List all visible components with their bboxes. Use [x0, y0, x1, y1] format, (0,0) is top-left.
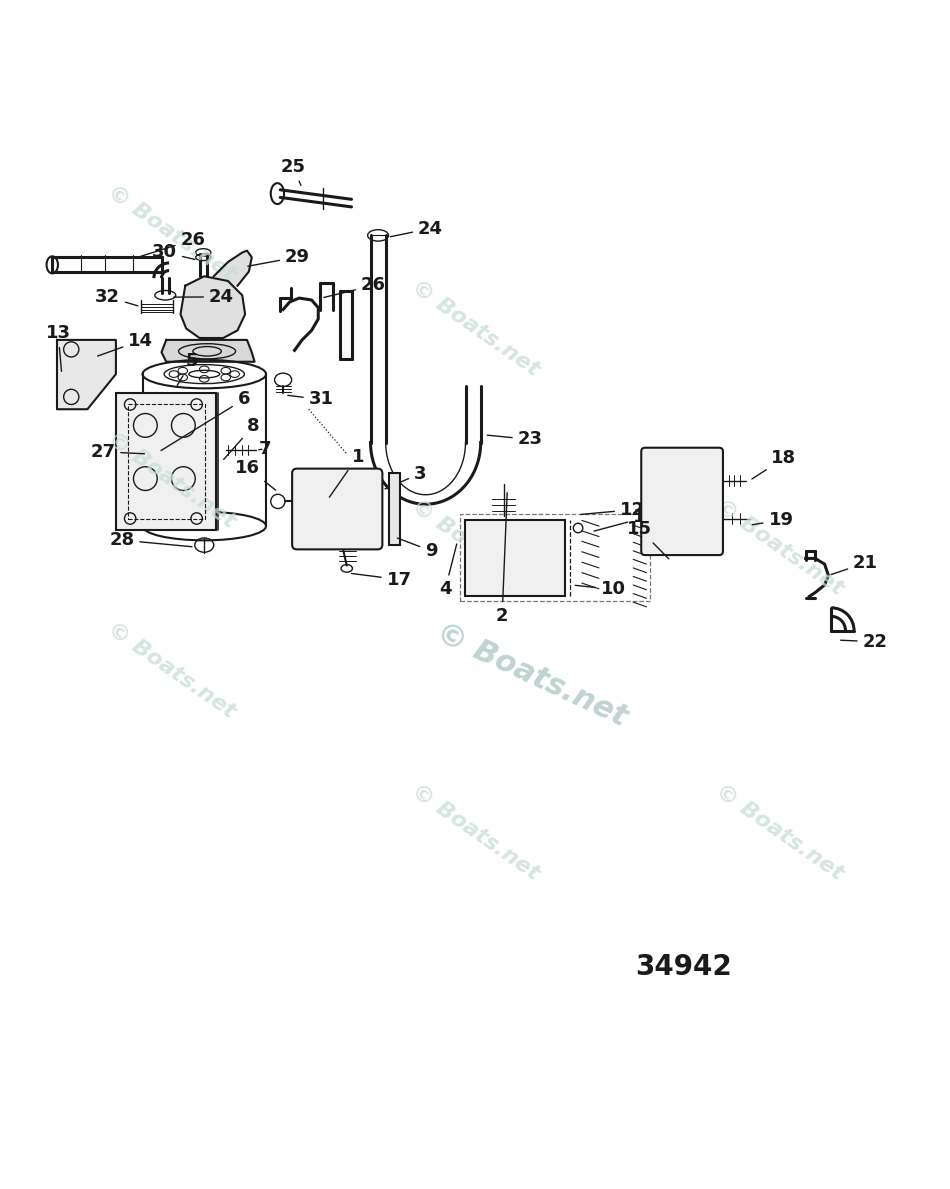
Text: 29: 29 [248, 249, 310, 266]
Text: 5: 5 [177, 352, 198, 385]
Text: 16: 16 [236, 459, 276, 490]
FancyBboxPatch shape [641, 448, 723, 555]
Text: © Boats.net: © Boats.net [712, 780, 846, 883]
Polygon shape [214, 251, 252, 285]
Text: © Boats.net: © Boats.net [104, 619, 238, 722]
Text: 28: 28 [109, 531, 192, 549]
Ellipse shape [332, 503, 343, 515]
Text: 26: 26 [324, 277, 386, 297]
Text: © Boats.net: © Boats.net [408, 277, 542, 380]
Text: 9: 9 [397, 537, 438, 560]
Text: 11: 11 [594, 509, 658, 531]
Text: 10: 10 [575, 580, 626, 598]
Text: 23: 23 [487, 430, 542, 448]
FancyBboxPatch shape [293, 468, 382, 549]
Text: 30: 30 [152, 244, 195, 262]
Text: 34942: 34942 [636, 952, 732, 981]
Text: 22: 22 [841, 633, 887, 650]
FancyBboxPatch shape [466, 521, 564, 597]
Text: © Boats.net: © Boats.net [408, 496, 542, 598]
Text: 20: 20 [649, 530, 687, 553]
Text: 26: 26 [141, 231, 205, 257]
Text: 24: 24 [390, 220, 443, 238]
Text: © Boats.net: © Boats.net [408, 780, 542, 883]
Text: 21: 21 [831, 554, 878, 574]
Text: 27: 27 [90, 442, 144, 461]
Text: 2: 2 [496, 492, 508, 625]
Text: 3: 3 [385, 465, 427, 489]
Text: © Boats.net: © Boats.net [712, 496, 846, 598]
Polygon shape [180, 276, 245, 338]
Text: 12: 12 [580, 501, 645, 518]
Polygon shape [57, 340, 116, 409]
Polygon shape [162, 340, 255, 361]
Text: 1: 1 [330, 447, 364, 497]
Text: 19: 19 [752, 511, 793, 529]
Text: 25: 25 [280, 158, 305, 185]
Text: 4: 4 [439, 545, 457, 598]
FancyBboxPatch shape [116, 392, 216, 530]
Text: 7: 7 [258, 440, 271, 458]
Text: 6: 6 [161, 390, 250, 451]
Text: 17: 17 [352, 571, 411, 589]
Text: 14: 14 [98, 332, 153, 356]
Text: © Boats.net: © Boats.net [432, 618, 632, 732]
Text: 32: 32 [95, 288, 138, 306]
Text: © Boats.net: © Boats.net [104, 182, 238, 285]
Text: 24: 24 [174, 288, 234, 306]
Text: 18: 18 [751, 449, 796, 479]
Text: © Boats.net: © Boats.net [104, 429, 238, 531]
Text: 15: 15 [627, 520, 669, 559]
FancyBboxPatch shape [390, 473, 401, 545]
Text: 31: 31 [288, 390, 333, 409]
Text: 8: 8 [223, 417, 259, 459]
Text: 13: 13 [46, 323, 70, 371]
